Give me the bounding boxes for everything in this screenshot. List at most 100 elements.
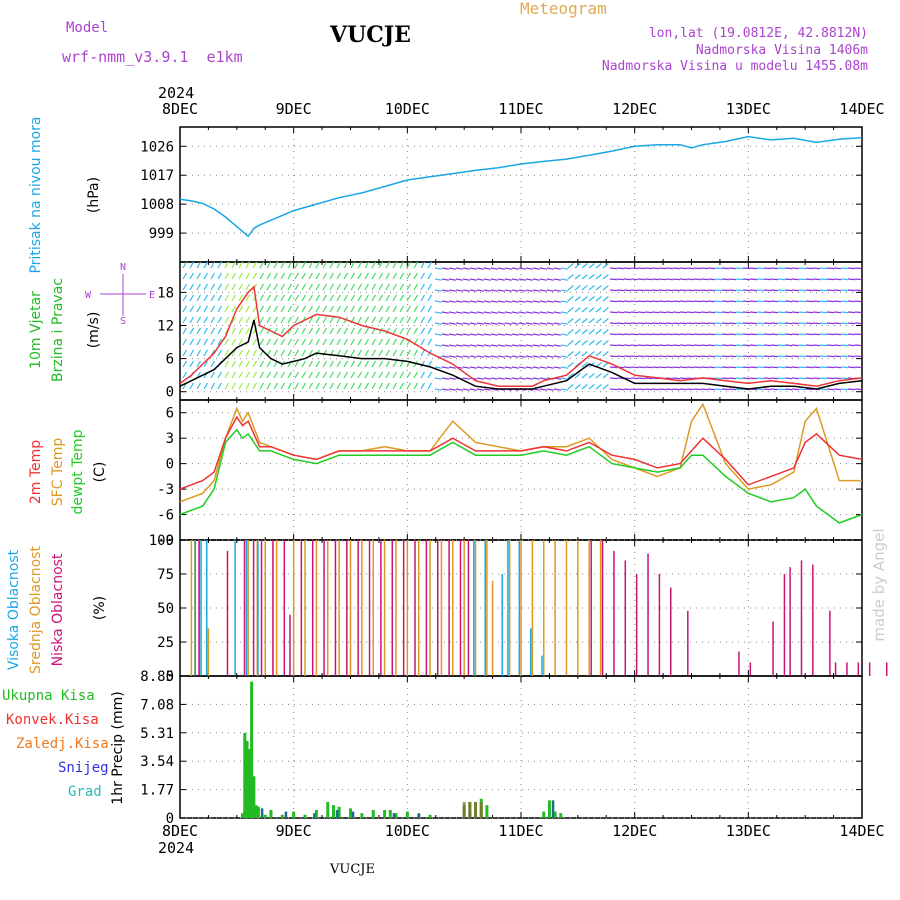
wind-arrow — [651, 278, 660, 281]
wind-arrow — [427, 272, 433, 280]
precip-axis-unit: 1hr Precip (mm) — [110, 691, 126, 804]
wind-arrow — [588, 373, 595, 379]
wind-arrow — [784, 300, 793, 303]
wind-arrow — [189, 327, 195, 335]
wind-arrow — [770, 366, 779, 369]
wind-arrow — [819, 322, 828, 325]
wind-arrow — [315, 371, 321, 379]
mixed-bar — [474, 801, 478, 818]
wind-arrow — [644, 355, 653, 358]
wind-arrow — [595, 373, 602, 379]
wind-arrow — [392, 261, 398, 269]
wind-arrow — [343, 338, 349, 346]
wind-arrow — [462, 278, 471, 281]
wind-arrow — [238, 305, 244, 313]
wind-arrow — [560, 300, 569, 303]
wind-arrow — [406, 382, 412, 390]
wind-arrow — [490, 267, 499, 270]
wind-arrow — [728, 333, 737, 336]
wind-arrow — [266, 316, 272, 324]
wind-arrow — [343, 371, 349, 379]
wind-arrow — [189, 349, 195, 357]
wind-arrow — [805, 388, 814, 391]
wind-arrow — [546, 311, 555, 314]
wind-arrow — [630, 289, 639, 292]
wind-arrow — [476, 366, 485, 369]
wind-arrow — [616, 333, 625, 336]
wind-arrow — [791, 377, 800, 380]
wind-arrow — [329, 327, 335, 335]
wind-arrow — [441, 366, 450, 369]
wind-arrow — [315, 327, 321, 335]
wind-arrow — [210, 360, 216, 368]
wind-arrow — [518, 333, 527, 336]
wind-arrow — [259, 261, 265, 269]
wind-arrow — [196, 382, 202, 390]
model-elevation-text: Nadmorska Visina u modelu 1455.08m — [601, 59, 868, 74]
wind-arrow — [301, 283, 307, 291]
wind-arrow — [329, 338, 335, 346]
wind-arrow — [476, 289, 485, 292]
wind-arrow — [420, 360, 426, 368]
wind-arrow — [805, 300, 814, 303]
wind-arrow — [686, 267, 695, 270]
wind-arrow — [315, 283, 321, 291]
wind-arrow — [469, 267, 478, 270]
wind-arrow — [245, 371, 251, 379]
wind-arrow — [532, 366, 541, 369]
wind-arrow — [854, 344, 863, 347]
wind-arrow — [308, 272, 314, 280]
rain-bar — [269, 809, 273, 818]
wind-arrow — [511, 278, 520, 281]
wind-arrow — [714, 267, 723, 270]
wind-arrow — [777, 344, 786, 347]
wind-arrow — [490, 311, 499, 314]
wind-arrow — [672, 267, 681, 270]
rain-bar — [252, 776, 256, 818]
wind-arrow — [637, 300, 646, 303]
wind-arrow — [798, 300, 807, 303]
wind-arrow — [462, 388, 471, 391]
rain-bar — [337, 806, 341, 818]
wind-arrow — [700, 289, 709, 292]
wind-arrow — [406, 261, 412, 269]
wind-arrow — [595, 351, 602, 357]
wind-arrow — [210, 294, 216, 302]
wind-axis-unit: (m/s) — [86, 312, 102, 349]
wind-arrow — [322, 338, 328, 346]
wind-arrow — [518, 344, 527, 347]
wind-arrow — [525, 366, 534, 369]
wind-arrow — [329, 272, 335, 280]
wind-arrow — [742, 355, 751, 358]
wind-arrow — [238, 272, 244, 280]
wind-arrow — [665, 333, 674, 336]
wind-arrow — [504, 300, 513, 303]
wind-arrow — [784, 377, 793, 380]
wind-arrow — [518, 278, 527, 281]
wind-arrow — [406, 272, 412, 280]
wind-arrow — [287, 371, 293, 379]
wind-arrow — [798, 388, 807, 391]
dir-west: W — [85, 290, 92, 301]
rain-bar — [547, 800, 551, 818]
wind-arrow — [623, 355, 632, 358]
wind-arrow — [763, 311, 772, 314]
wind-arrow — [504, 344, 513, 347]
cloud-axis-low: Niska Oblacnost — [50, 553, 66, 666]
wind-arrow — [777, 355, 786, 358]
wind-arrow — [294, 272, 300, 280]
wind-arrow — [364, 283, 370, 291]
wind-arrow — [630, 377, 639, 380]
wind-arrow — [357, 316, 363, 324]
wind-arrow — [847, 311, 856, 314]
wind-arrow — [294, 371, 300, 379]
wind-arrow — [672, 278, 681, 281]
wind-arrow — [259, 327, 265, 335]
wind-arrow — [399, 360, 405, 368]
wind-arrow — [518, 377, 527, 380]
wind-arrow — [203, 382, 209, 390]
wind-arrow — [854, 333, 863, 336]
wind-arrow — [420, 305, 426, 313]
wind-arrow — [525, 333, 534, 336]
wind-arrow — [623, 388, 632, 391]
